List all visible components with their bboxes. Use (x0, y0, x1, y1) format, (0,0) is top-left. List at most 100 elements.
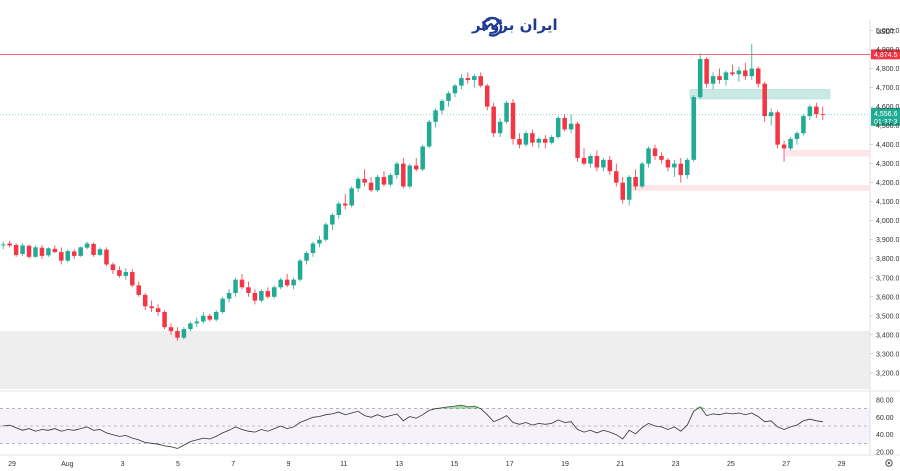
candle (465, 72, 471, 84)
candle (317, 235, 322, 248)
candle (814, 102, 819, 118)
candle (97, 247, 103, 256)
candle-body (420, 146, 425, 170)
candle (104, 247, 109, 267)
candle-body (749, 68, 755, 77)
candle-body (375, 176, 380, 191)
candle (413, 157, 419, 172)
settings-gear-icon[interactable] (885, 459, 893, 467)
y-tick-label: 3,300.0 (876, 351, 899, 358)
y-tick-label: 4,800.0 (876, 66, 899, 73)
candle (588, 154, 593, 168)
candle-body (555, 117, 561, 138)
y-tick-label: 4,300.0 (876, 161, 899, 168)
candle (381, 171, 387, 187)
candle (659, 152, 664, 164)
candle (478, 72, 484, 88)
y-axis: 5,000.0 4,900.0 4,800.0 4,700.0 4,600.0 4,500… (870, 28, 899, 377)
candle (362, 169, 367, 187)
candle (562, 114, 567, 132)
candle (155, 304, 161, 316)
candle-body (536, 138, 542, 143)
candle-body (33, 247, 38, 257)
candle (755, 66, 761, 88)
candle (330, 213, 335, 231)
candle-body (807, 106, 813, 117)
candle-body (588, 156, 593, 164)
candle-body (188, 323, 193, 330)
candle-body (652, 148, 658, 157)
candle (672, 159, 677, 177)
candle (743, 62, 748, 80)
candle-body (213, 311, 219, 320)
candle (207, 313, 212, 322)
x-tick-label: 25 (727, 461, 735, 468)
candle (426, 119, 432, 149)
candle-body (291, 279, 296, 286)
candle-body (620, 182, 625, 200)
rsi-tick-label: 80.00 (876, 398, 894, 405)
candle (284, 273, 290, 288)
candle (484, 83, 490, 111)
candle-body (13, 245, 19, 255)
candle-body (349, 188, 354, 206)
y-tick-label: 3,900.0 (876, 237, 899, 244)
brand-logo: ایران بروکر (471, 16, 558, 37)
candle (110, 262, 116, 274)
candle-body (175, 331, 180, 338)
candle-body (601, 159, 606, 168)
candle-body (801, 116, 806, 134)
price-line-tag (871, 49, 900, 60)
rsi-overbought-fill (438, 407, 446, 409)
candle-body (517, 138, 522, 145)
candle-body (336, 203, 342, 215)
candle (452, 83, 458, 98)
candle (278, 277, 283, 290)
candle-body (775, 112, 780, 145)
candle (633, 169, 638, 191)
candle-body (59, 252, 64, 261)
current-price-tag (871, 107, 900, 126)
candle (510, 98, 516, 145)
candle-body (820, 114, 826, 115)
candle (723, 70, 729, 86)
candle (446, 91, 451, 107)
x-tick-label: 11 (340, 461, 347, 468)
candle (536, 137, 542, 149)
support-zone (785, 150, 871, 157)
candle-body (788, 138, 793, 149)
y-tick-label: 4,900.0 (876, 47, 899, 54)
candle-body (510, 102, 516, 139)
candle (220, 296, 225, 314)
candle-body (0, 244, 6, 246)
candle (652, 144, 658, 160)
y-tick-label: 4,700.0 (876, 85, 899, 92)
y-tick-label: 3,200.0 (876, 370, 899, 377)
candle (52, 245, 58, 254)
candle-body (149, 306, 154, 309)
candle-body (530, 133, 535, 143)
trend-chart-icon (482, 16, 503, 37)
x-tick-label: Aug (61, 461, 74, 468)
currency-label: USDT (876, 29, 896, 36)
candle-body (562, 117, 567, 130)
candle-body (123, 272, 129, 276)
x-tick-label: 9 (287, 461, 291, 468)
candle (517, 133, 522, 149)
candle-body (433, 110, 438, 122)
rsi-tick-label: 40.00 (876, 432, 894, 439)
candle-body (607, 159, 613, 172)
candle-body (407, 165, 413, 187)
candle (568, 114, 574, 134)
candle-body (684, 159, 690, 176)
candle (491, 102, 496, 138)
candle-body (594, 156, 600, 168)
candle-body (110, 264, 116, 271)
candle-body (239, 279, 245, 288)
current-price-label: 4,556.6 (874, 111, 897, 118)
candle (194, 317, 200, 328)
candle-body (478, 76, 484, 86)
candle (71, 249, 77, 259)
candle (684, 157, 690, 179)
